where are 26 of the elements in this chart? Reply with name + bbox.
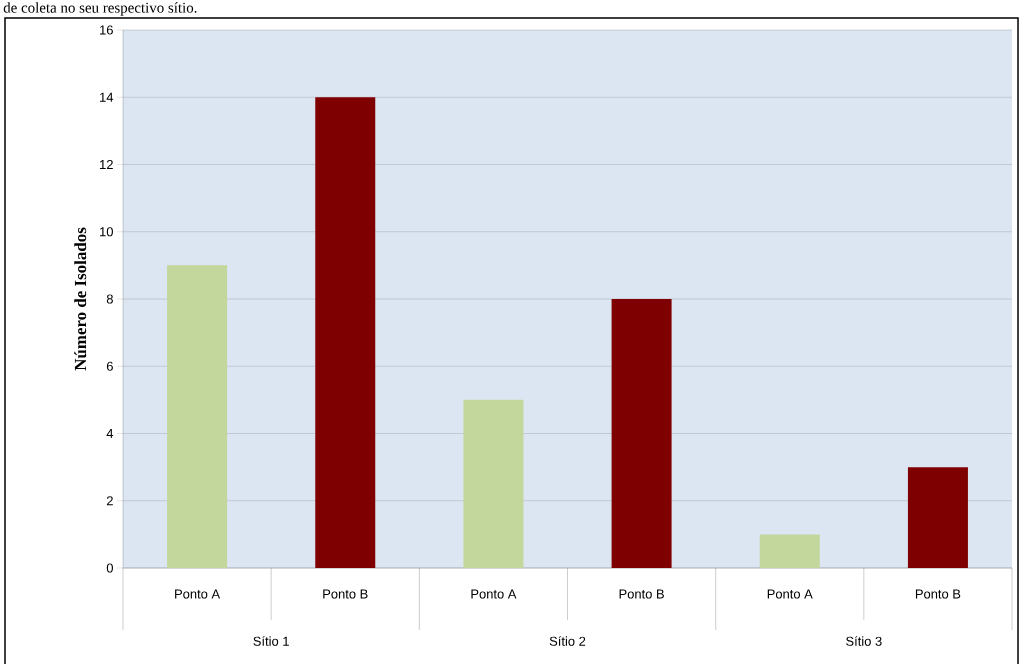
y-tick-label: 10 [100, 227, 113, 237]
text: Sítio 2 [549, 636, 586, 646]
x-tick-label: Ponto B [619, 589, 664, 599]
y-axis-title: Número de Isolados [74, 227, 87, 371]
bar [167, 265, 228, 568]
x-tick-label: Ponto A [767, 589, 813, 599]
y-tick-label: 0 [106, 563, 113, 573]
text: de coleta no seu respectivo sítio. [3, 2, 197, 16]
bar [463, 399, 524, 568]
bar [315, 97, 376, 568]
x-tick-label: Ponto A [175, 589, 221, 599]
y-tick-label: 4 [106, 429, 114, 438]
y-tick-label: 6 [106, 361, 113, 371]
y-tick-label: 12 [100, 159, 113, 170]
y-tick-label: 8 [106, 294, 113, 304]
text: Sítio 3 [846, 636, 882, 646]
y-tick-label: 2 [106, 496, 113, 506]
x-tick-label: Ponto B [915, 589, 961, 599]
y-tick-label: 14 [100, 92, 114, 102]
x-tick-label: Ponto B [323, 589, 368, 599]
y-tick-label: 16 [100, 25, 113, 35]
bar [759, 534, 820, 568]
bar [907, 467, 968, 568]
bar [611, 299, 672, 568]
text: Sítio 1 [253, 636, 289, 646]
x-tick-label: Ponto A [471, 589, 517, 599]
